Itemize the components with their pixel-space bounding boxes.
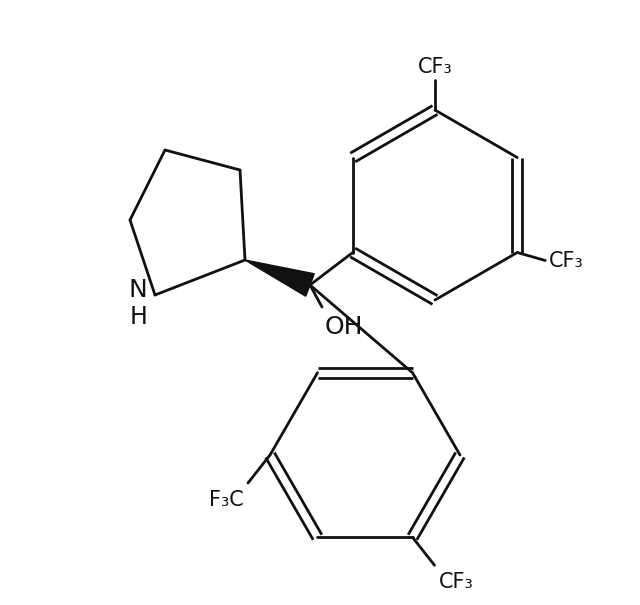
Text: N: N: [128, 278, 147, 302]
Text: F₃C: F₃C: [209, 490, 244, 510]
Text: CF₃: CF₃: [438, 572, 473, 592]
Text: CF₃: CF₃: [418, 57, 452, 77]
Text: CF₃: CF₃: [549, 250, 584, 270]
Polygon shape: [245, 260, 314, 296]
Text: H: H: [129, 305, 147, 329]
Text: OH: OH: [325, 315, 364, 339]
